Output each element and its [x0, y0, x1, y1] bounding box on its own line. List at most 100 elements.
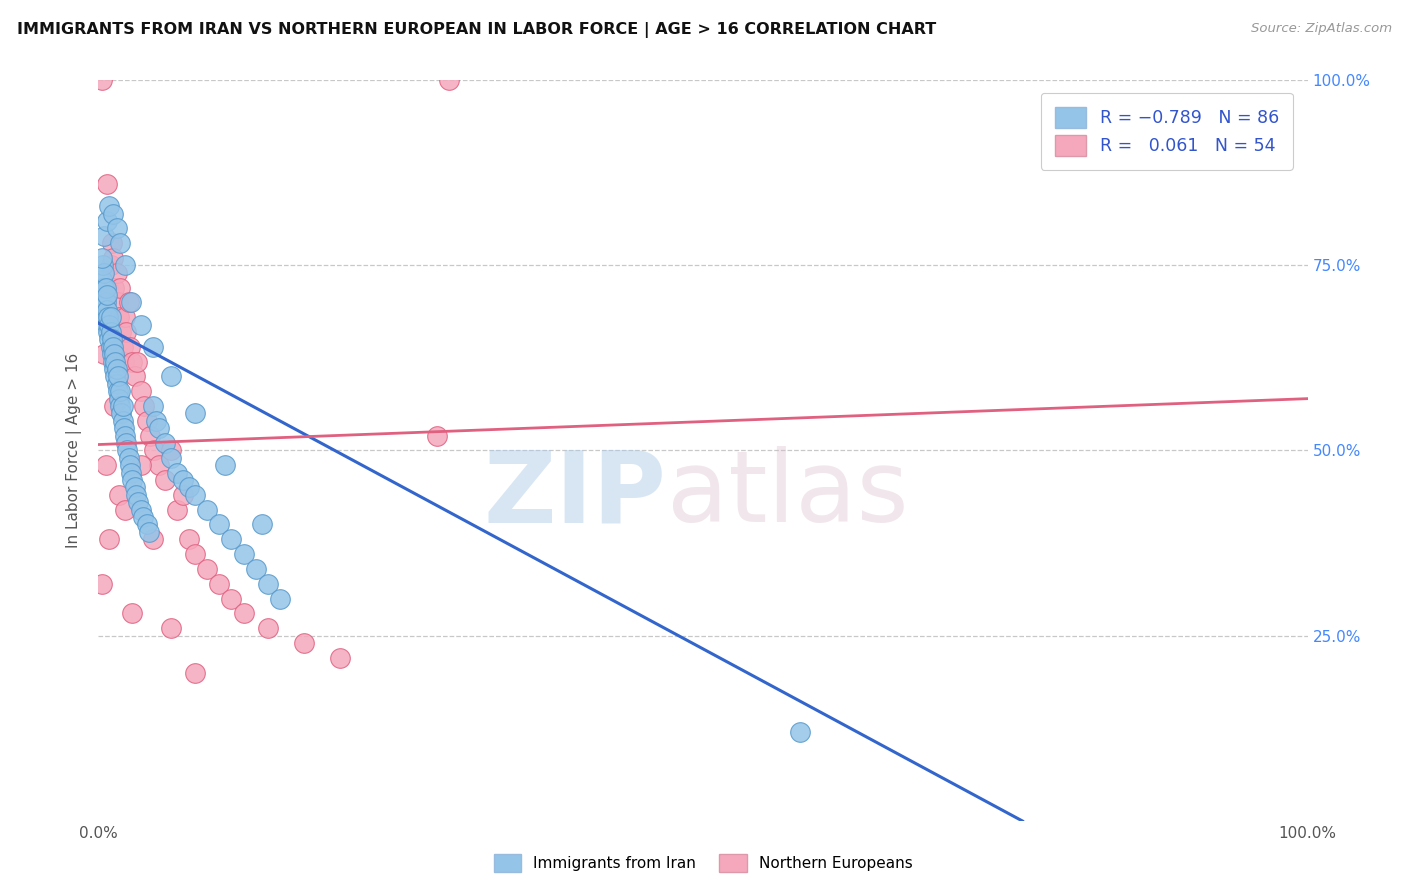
Point [232, 607, 254, 621]
Point [107, 384, 129, 399]
Point [184, 407, 207, 421]
Point [98, 318, 121, 332]
Point [93, 266, 115, 280]
Point [107, 369, 129, 384]
Point [184, 488, 207, 502]
Point [120, 295, 142, 310]
Point [160, 443, 183, 458]
Point [104, 354, 127, 368]
Point [125, 488, 148, 502]
Point [172, 473, 194, 487]
Point [148, 458, 170, 473]
Point [108, 384, 131, 399]
Point [105, 221, 128, 235]
Point [142, 340, 165, 354]
Point [93, 228, 115, 243]
Point [103, 362, 125, 376]
Point [107, 295, 129, 310]
Point [221, 591, 243, 606]
Point [142, 533, 165, 547]
Point [129, 502, 152, 516]
Point [98, 533, 121, 547]
Point [179, 480, 201, 494]
Point [96, 318, 118, 332]
Point [108, 488, 131, 502]
Point [91, 280, 114, 294]
Point [426, 428, 449, 442]
Point [114, 428, 136, 442]
Point [94, 458, 117, 473]
Point [129, 384, 152, 399]
Point [437, 73, 460, 87]
Point [94, 295, 117, 310]
Point [94, 280, 117, 294]
Point [115, 325, 138, 339]
Point [143, 443, 166, 458]
Point [256, 621, 278, 635]
Legend: R = −0.789   N = 86, R =   0.061   N = 54: R = −0.789 N = 86, R = 0.061 N = 54 [1040, 93, 1294, 169]
Point [292, 636, 315, 650]
Point [132, 510, 155, 524]
Point [124, 369, 146, 384]
Point [91, 259, 114, 273]
Point [121, 607, 143, 621]
Point [134, 399, 156, 413]
Point [153, 473, 176, 487]
Text: atlas: atlas [666, 446, 908, 543]
Point [96, 302, 118, 317]
Point [91, 288, 114, 302]
Point [105, 376, 128, 391]
Point [91, 576, 114, 591]
Point [179, 533, 201, 547]
Point [97, 280, 120, 294]
Point [93, 295, 115, 310]
Point [135, 414, 157, 428]
Point [108, 399, 131, 413]
Point [160, 450, 183, 465]
Point [208, 517, 231, 532]
Point [94, 310, 117, 325]
Point [100, 325, 122, 339]
Point [110, 407, 132, 421]
Point [110, 325, 132, 339]
Point [172, 488, 194, 502]
Point [120, 466, 142, 480]
Point [105, 362, 128, 376]
Point [100, 332, 122, 346]
Point [108, 392, 131, 406]
Point [96, 288, 118, 302]
Point [118, 458, 141, 473]
Point [139, 428, 162, 442]
Point [91, 251, 114, 265]
Point [108, 236, 131, 251]
Point [269, 591, 291, 606]
Point [118, 295, 141, 310]
Point [245, 562, 267, 576]
Point [789, 724, 811, 739]
Point [103, 347, 125, 361]
Point [91, 73, 114, 87]
Point [98, 199, 121, 213]
Point [138, 524, 160, 539]
Point [103, 399, 125, 413]
Point [111, 414, 134, 428]
Point [101, 340, 124, 354]
Point [100, 310, 122, 325]
Point [112, 421, 135, 435]
Point [103, 280, 125, 294]
Point [195, 502, 218, 516]
Point [90, 295, 112, 310]
Point [129, 318, 152, 332]
Point [91, 273, 114, 287]
Y-axis label: In Labor Force | Age > 16: In Labor Force | Age > 16 [66, 353, 83, 548]
Text: ZIP: ZIP [484, 446, 666, 543]
Point [114, 310, 136, 325]
Point [195, 562, 218, 576]
Point [96, 177, 118, 191]
Point [104, 369, 127, 384]
Legend: Immigrants from Iran, Northern Europeans: Immigrants from Iran, Northern Europeans [486, 846, 920, 880]
Point [111, 399, 134, 413]
Point [184, 665, 207, 680]
Point [101, 206, 124, 220]
Point [105, 266, 128, 280]
